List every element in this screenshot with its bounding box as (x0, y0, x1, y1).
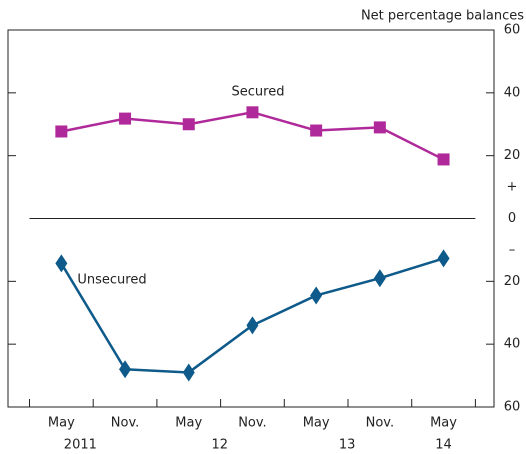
x-tick-label: Nov. (366, 416, 395, 431)
marker (373, 121, 386, 134)
marker (310, 286, 323, 305)
y-axis-label: Net percentage balances (361, 9, 524, 24)
series-label: Unsecured (77, 273, 146, 288)
sign-plus: + (507, 180, 518, 195)
marker (182, 118, 195, 131)
y-tick-label: 60 (504, 400, 521, 415)
marker (182, 363, 195, 382)
x-tick-label: Nov. (111, 416, 140, 431)
y-tick-label: 40 (504, 85, 521, 100)
x-group-label: 2011 (64, 438, 97, 453)
marker (119, 360, 132, 379)
marker (373, 269, 386, 288)
series-label: Secured (232, 85, 285, 100)
y-tick-label: 0 (508, 211, 516, 226)
x-tick-label: May (303, 416, 330, 431)
x-tick-label: May (175, 416, 202, 431)
marker (246, 316, 259, 335)
x-tick-label: May (430, 416, 457, 431)
marker (310, 124, 323, 137)
marker (119, 112, 132, 125)
marker (246, 106, 259, 119)
marker (55, 254, 68, 273)
y-tick-label: 60 (504, 23, 521, 38)
x-group-label: 13 (339, 438, 356, 453)
x-group-label: 12 (211, 438, 228, 453)
x-tick-label: Nov. (238, 416, 267, 431)
y-tick-label: 20 (504, 274, 521, 289)
marker (55, 125, 68, 138)
plot-frame (7, 29, 495, 408)
x-group-label: 14 (435, 438, 452, 453)
series-line (61, 111, 445, 161)
y-tick-label: 20 (504, 148, 521, 163)
marker (437, 249, 450, 268)
sign-minus: – (509, 243, 516, 258)
y-tick-label: 40 (504, 337, 521, 352)
marker (437, 153, 450, 166)
x-tick-label: May (48, 416, 75, 431)
